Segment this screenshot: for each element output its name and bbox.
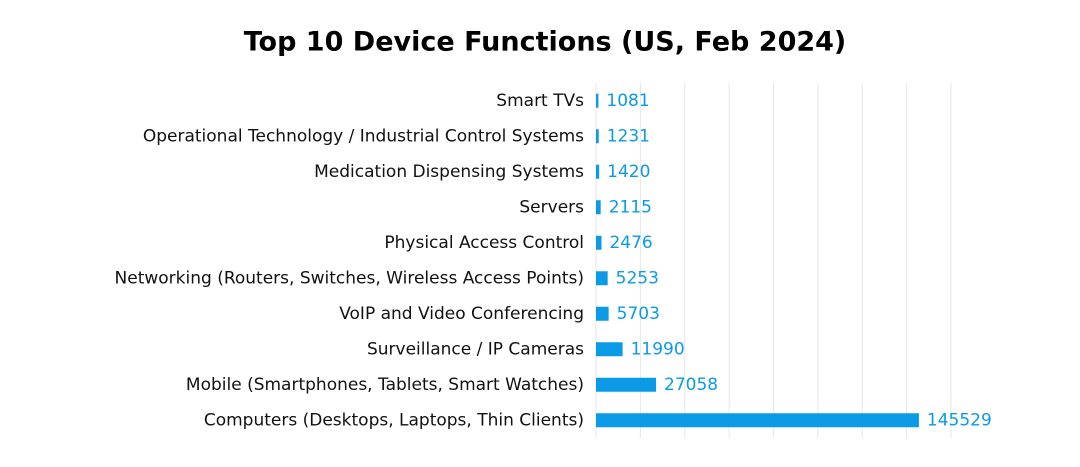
category-label: Medication Dispensing Systems [314,162,584,182]
category-label: Smart TVs [496,91,584,111]
value-label: 11990 [631,339,685,359]
bar [596,342,623,357]
chart-title: Top 10 Device Functions (US, Feb 2024) [244,27,847,58]
bar [596,306,609,321]
value-label: 1081 [606,91,649,111]
category-label: Physical Access Control [384,233,584,253]
bar [596,413,919,428]
value-label: 1420 [607,162,650,182]
bar [596,164,600,179]
category-label: Mobile (Smartphones, Tablets, Smart Watc… [186,375,584,395]
bar [596,129,599,144]
category-label: Operational Technology / Industrial Cont… [143,126,584,146]
bar [596,93,599,108]
value-label: 27058 [664,375,718,395]
bar [596,377,657,392]
category-label: Servers [519,197,584,217]
value-label: 145529 [927,410,992,430]
value-label: 2115 [609,197,652,217]
category-label: VoIP and Video Conferencing [339,304,584,324]
bar [596,200,601,215]
value-label: 2476 [609,233,652,253]
bar [596,235,602,250]
bar [596,271,608,286]
category-label: Networking (Routers, Switches, Wireless … [115,268,584,288]
category-label: Computers (Desktops, Laptops, Thin Clien… [204,410,584,430]
category-label: Surveillance / IP Cameras [367,339,584,359]
value-label: 5703 [617,304,660,324]
value-label: 5253 [616,268,659,288]
value-label: 1231 [607,126,650,146]
